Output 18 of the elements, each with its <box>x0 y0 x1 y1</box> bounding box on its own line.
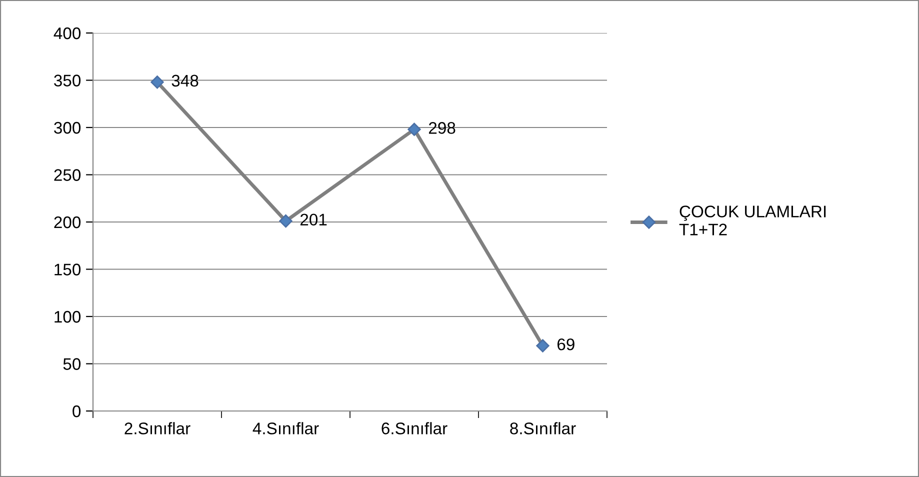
data-label: 201 <box>300 214 327 226</box>
data-label: 348 <box>172 74 198 87</box>
x-tick-label: 8.Sınıflar <box>510 422 576 434</box>
y-tick-label: 100 <box>54 310 81 323</box>
data-label: 69 <box>557 338 574 350</box>
y-tick-label: 350 <box>54 74 81 86</box>
y-tick-label: 250 <box>54 169 81 181</box>
x-tick-label: 2.Sınıflar <box>124 422 190 434</box>
y-tick-label: 50 <box>63 358 81 370</box>
x-tick-label: 6.Sınıflar <box>382 422 448 434</box>
y-tick-label: 200 <box>54 216 81 228</box>
x-tick-label: 4.Sınıflar <box>252 422 319 434</box>
data-label: 298 <box>428 122 456 134</box>
y-tick-label: 300 <box>54 122 81 134</box>
y-tick-label: 400 <box>54 27 81 40</box>
y-tick-label: 150 <box>54 264 81 276</box>
legend-label: ÇOCUK ULAMLARI T1+T2 <box>679 206 826 236</box>
y-tick-label: 0 <box>72 405 81 418</box>
